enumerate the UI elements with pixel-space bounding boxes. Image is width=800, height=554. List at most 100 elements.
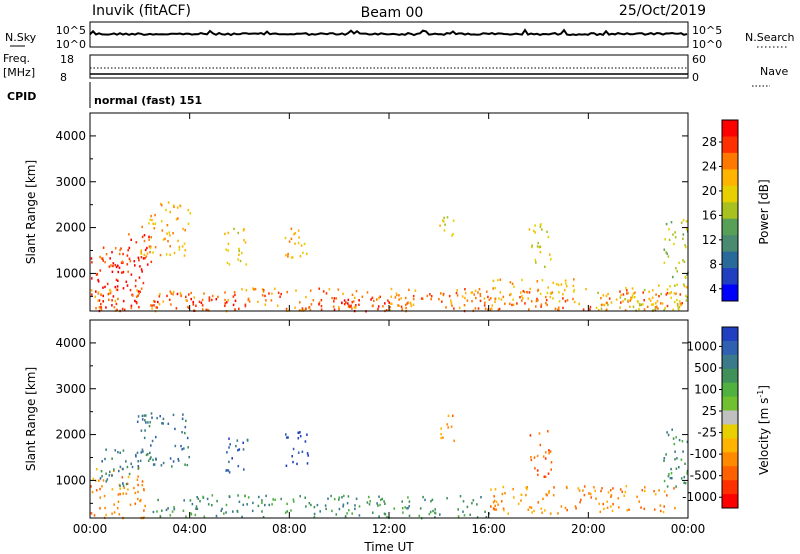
range-cell [490, 297, 492, 300]
nsky-tick-top-left: 10^5 [56, 24, 86, 37]
range-cell [564, 279, 567, 282]
range-cell [169, 457, 172, 460]
range-cell [135, 279, 137, 282]
colorbar-frame [721, 326, 739, 509]
range-cell [446, 216, 449, 219]
range-cell [549, 450, 552, 453]
range-cell [638, 307, 640, 311]
range-cell [680, 221, 683, 224]
range-cell [498, 297, 500, 300]
range-cell [309, 289, 312, 292]
range-cell [97, 280, 100, 283]
range-cell [448, 294, 451, 298]
range-cell [442, 219, 444, 222]
range-cell [548, 449, 550, 452]
range-cell [238, 253, 240, 256]
range-cell [242, 229, 245, 232]
range-cell [292, 460, 294, 464]
range-cell [466, 299, 469, 302]
range-cell [522, 297, 524, 300]
range-cell [232, 510, 234, 513]
range-cell [529, 287, 531, 291]
title-station: Inuvik (fitACF) [92, 3, 191, 19]
range-cell [270, 299, 273, 302]
range-cell [128, 233, 130, 236]
range-cell [264, 503, 266, 507]
range-cell [601, 487, 603, 490]
range-cell [189, 499, 192, 502]
range-cell [150, 444, 152, 447]
range-cell [634, 295, 636, 299]
range-cell [492, 501, 495, 504]
range-cell [245, 263, 248, 266]
range-cell [442, 436, 444, 439]
range-cell [320, 304, 323, 308]
range-cell [668, 292, 671, 295]
range-cell [404, 506, 406, 509]
range-cell [341, 301, 343, 305]
range-cell [137, 483, 139, 487]
range-cell [529, 506, 531, 509]
range-cell [137, 475, 139, 478]
range-cell [261, 499, 263, 502]
range-cell [483, 304, 486, 307]
range-cell [491, 304, 493, 307]
range-cell [500, 298, 503, 301]
range-cell [366, 291, 369, 294]
range-cell [560, 283, 563, 286]
range-cell [574, 505, 577, 508]
velocity-ylabel: Slant Range [km] [24, 367, 38, 471]
range-cell [439, 224, 441, 227]
range-cell [145, 414, 147, 417]
range-cell [122, 299, 125, 303]
range-cell [493, 507, 495, 511]
range-cell [172, 460, 175, 463]
range-cell [404, 303, 407, 307]
range-cell [673, 487, 675, 490]
range-cell [542, 455, 545, 458]
range-cell [135, 241, 138, 244]
colorbar-tick-label: 4 [709, 282, 717, 296]
range-cell [589, 308, 591, 311]
range-cell [474, 307, 477, 310]
range-cell [192, 300, 194, 304]
title-date: 25/Oct/2019 [619, 3, 706, 19]
range-cell [386, 515, 388, 519]
range-cell [95, 307, 97, 310]
range-cell [552, 281, 555, 284]
colorbar-swatch [722, 185, 738, 203]
range-cell [610, 505, 612, 508]
range-cell [684, 482, 687, 485]
range-cell [504, 302, 506, 305]
range-cell [273, 287, 276, 290]
range-cell [115, 265, 118, 269]
range-cell [684, 244, 686, 247]
range-cell [341, 496, 343, 499]
range-cell [354, 504, 356, 507]
range-cell [503, 509, 505, 512]
range-cell [361, 295, 364, 298]
range-cell [114, 449, 117, 452]
range-cell [434, 512, 437, 515]
range-cell [262, 289, 265, 292]
range-cell [573, 288, 576, 292]
range-cell [385, 309, 388, 312]
range-cell [299, 495, 301, 498]
range-cell [678, 305, 681, 309]
range-cell [540, 223, 542, 226]
range-cell [110, 264, 112, 267]
range-cell [509, 281, 512, 284]
range-cell [99, 496, 101, 499]
range-cell [183, 447, 185, 450]
range-cell [674, 284, 676, 287]
range-cell [517, 502, 520, 505]
range-cell [539, 245, 542, 248]
range-cell [271, 503, 273, 506]
range-cell [120, 247, 122, 250]
range-cell [241, 288, 243, 291]
range-cell [262, 290, 265, 293]
range-cell [159, 253, 162, 257]
range-cell [116, 507, 119, 510]
range-cell [370, 298, 372, 301]
range-cell [480, 496, 482, 499]
